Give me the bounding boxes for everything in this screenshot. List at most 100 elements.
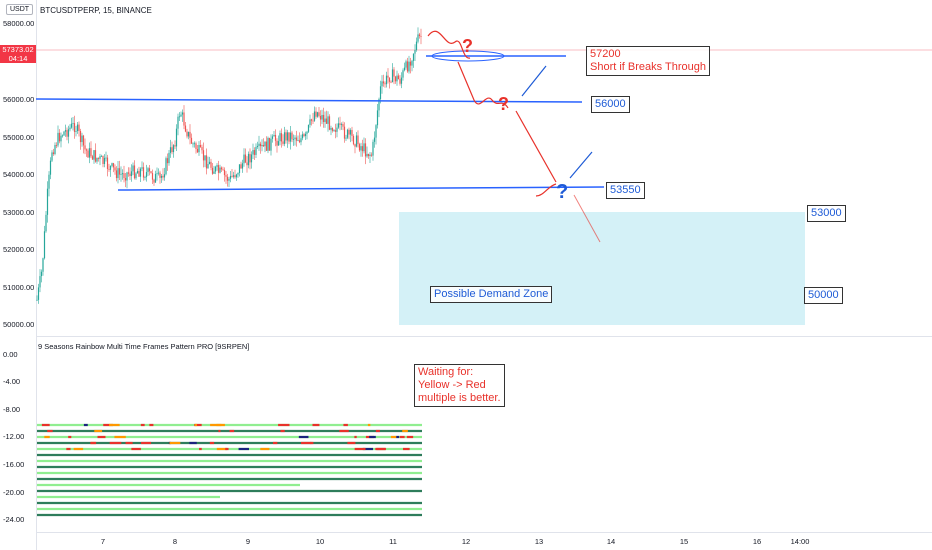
time-tick: 7 [100, 537, 106, 546]
indicator-tick: -20.00 [3, 488, 25, 497]
candle-body [355, 135, 358, 147]
candle-body [336, 127, 338, 132]
candle-body [268, 137, 271, 151]
candle-body [207, 163, 209, 169]
candle-body [312, 120, 314, 122]
candle-body [399, 79, 401, 84]
candle-body [334, 130, 337, 132]
candle-body [291, 132, 293, 140]
candle-body [267, 137, 269, 151]
candle-body [213, 171, 215, 174]
candle-body [195, 143, 197, 149]
candle-body [274, 134, 277, 141]
candle-body [369, 154, 371, 157]
candle-body [367, 153, 370, 157]
candle-body [120, 174, 122, 175]
indicator-tick: -12.00 [3, 432, 25, 441]
candle-body [93, 150, 95, 160]
annotation-demand-zone[interactable]: Possible Demand Zone [430, 286, 553, 303]
annotation-56000[interactable]: 56000 [591, 96, 630, 113]
candle-body [381, 81, 383, 87]
candle-body [384, 83, 386, 85]
candle-body [352, 135, 355, 145]
candle-body [379, 86, 382, 100]
candle-body [84, 145, 86, 150]
candle-body [159, 172, 161, 178]
candle-body [123, 173, 125, 179]
projected-drop-1 [457, 61, 509, 109]
candle-body [76, 124, 79, 131]
candle-body [141, 167, 143, 169]
candle-body [418, 34, 421, 37]
candle-body [325, 118, 328, 124]
annotation-waiting[interactable]: Waiting for: Yellow -> Red multiple is b… [414, 364, 505, 407]
candle-body [199, 145, 202, 148]
candle-body [108, 168, 110, 170]
candle-body [37, 287, 40, 300]
candle-body [100, 156, 103, 157]
candle-body [94, 150, 97, 162]
candle-body [130, 171, 133, 177]
annotation-57200[interactable]: 57200 Short if Breaks Through [586, 46, 710, 76]
candle-body [160, 175, 163, 178]
candle-body [210, 161, 212, 168]
candle-body [300, 138, 302, 143]
candle-body [396, 75, 398, 82]
candle-body [73, 123, 76, 132]
candle-body [253, 150, 256, 155]
candle-body [139, 168, 142, 177]
time-tick: 15 [679, 537, 689, 546]
currency-badge[interactable]: USDT [6, 4, 34, 15]
annotation-53000[interactable]: 53000 [807, 205, 846, 222]
candle-body [231, 175, 233, 177]
candle-body [58, 132, 61, 142]
candle-body [183, 112, 185, 126]
candle-body [40, 271, 43, 277]
annotation-53550[interactable]: 53550 [606, 182, 645, 199]
candle-body [322, 114, 325, 123]
candle-body [78, 124, 80, 132]
candle-body [97, 157, 100, 159]
pane-divider[interactable] [36, 336, 932, 337]
candle-body [394, 76, 397, 82]
demand-zone-rect [399, 212, 805, 325]
time-tick: 16 [752, 537, 762, 546]
time-tick: 10 [315, 537, 325, 546]
price-scale[interactable]: USDT 58000.00 57373.02 04:14 56000.00 55… [0, 0, 37, 550]
candle-body [91, 156, 94, 160]
candle-body [63, 131, 65, 136]
annotation-50000[interactable]: 50000 [804, 287, 843, 304]
candle-body [46, 188, 49, 215]
indicator-tick: -16.00 [3, 460, 25, 469]
question-mark-3: ? [556, 181, 568, 203]
candle-body [198, 145, 200, 153]
price-tick: 52000.00 [3, 245, 35, 254]
waiting-line-1: Waiting for: [418, 366, 474, 378]
candle-body [144, 177, 146, 178]
candle-body [315, 111, 317, 117]
candle-body [361, 146, 364, 152]
candle-body [64, 130, 67, 132]
candle-body [331, 128, 334, 131]
candle-body [118, 168, 121, 175]
candle-body [82, 135, 85, 146]
candle-body [154, 173, 157, 183]
candle-body [405, 61, 407, 68]
candle-body [115, 170, 118, 179]
candle-body [106, 157, 109, 169]
projected-drop-2 [515, 110, 557, 183]
candle-body [382, 81, 385, 84]
candle-body [288, 132, 290, 142]
candle-body [343, 126, 346, 139]
candle-body [174, 145, 176, 147]
symbol-title[interactable]: BTCUSDTPERP, 15, BINANCE [40, 6, 152, 15]
candle-body [385, 75, 388, 85]
candle-body [390, 81, 392, 83]
candle-body [45, 214, 47, 232]
candle-body [258, 143, 260, 146]
indicator-title[interactable]: 9 Seasons Rainbow Multi Time Frames Patt… [38, 342, 250, 351]
time-axis-border [36, 532, 932, 533]
candle-body [346, 129, 349, 138]
candle-body [226, 176, 229, 181]
